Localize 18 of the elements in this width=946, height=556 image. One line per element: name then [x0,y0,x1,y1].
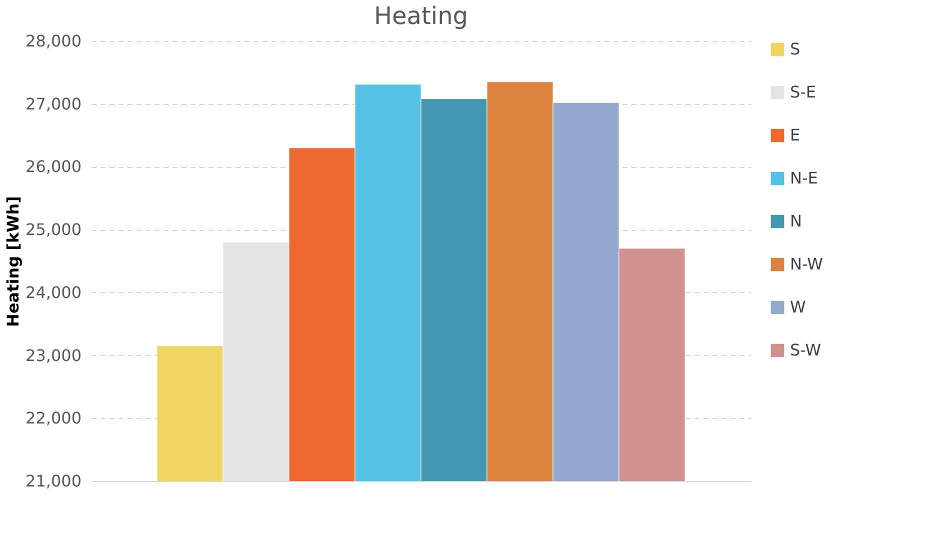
legend-label: N-E [790,168,818,188]
y-tick-label: 23,000 [26,346,82,365]
y-tick-label: 26,000 [26,157,82,176]
legend-label: W [790,298,806,316]
chart-title: Heating [374,2,468,30]
legend-label: S [790,40,800,58]
y-tick-label: 22,000 [26,408,82,428]
y-tick-label: 25,000 [26,220,82,240]
legend-label: N-W [790,254,824,274]
legend-label: E [790,126,800,144]
y-tick-label: 21,000 [26,472,82,490]
legend-label: S-W [790,340,822,360]
y-tick-label: 24,000 [26,282,82,302]
y-tick-label: 27,000 [26,94,82,114]
legend-label: S-E [790,82,816,102]
legend-label: N [790,212,802,230]
y-tick-label: 28,000 [26,32,82,50]
y-axis-title: Heating [kWh] [4,196,23,327]
